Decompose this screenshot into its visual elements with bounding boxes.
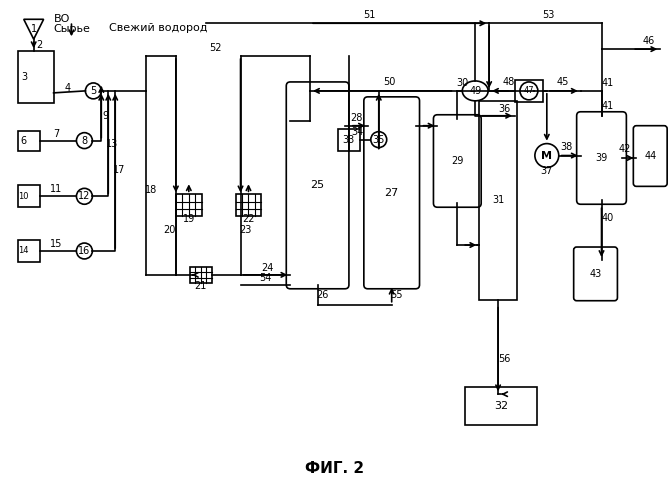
Text: 21: 21 — [195, 281, 207, 291]
Text: 55: 55 — [391, 290, 403, 300]
Text: 5: 5 — [90, 86, 97, 96]
Text: 56: 56 — [498, 354, 510, 364]
Text: 54: 54 — [259, 273, 272, 283]
Text: 12: 12 — [79, 192, 91, 202]
Text: 9: 9 — [102, 111, 108, 120]
Text: ФИГ. 2: ФИГ. 2 — [305, 462, 364, 476]
Bar — [176, 194, 202, 216]
Bar — [17, 240, 40, 262]
Text: 40: 40 — [601, 213, 613, 223]
Text: 24: 24 — [261, 263, 274, 273]
Text: 41: 41 — [601, 78, 613, 88]
Text: 2: 2 — [36, 40, 43, 50]
Text: 37: 37 — [541, 166, 553, 176]
Text: 15: 15 — [50, 239, 63, 249]
Text: 45: 45 — [556, 77, 569, 87]
Text: 11: 11 — [50, 184, 62, 194]
Bar — [479, 101, 517, 300]
Text: 49: 49 — [469, 86, 481, 96]
Bar — [236, 194, 262, 216]
Text: 4: 4 — [64, 83, 70, 93]
Text: 13: 13 — [106, 138, 118, 148]
Bar — [465, 387, 537, 425]
Text: 6: 6 — [21, 136, 27, 145]
Text: 14: 14 — [19, 246, 29, 256]
Bar — [515, 80, 543, 102]
Text: 17: 17 — [113, 166, 125, 175]
Text: 8: 8 — [81, 136, 87, 145]
Text: 47: 47 — [523, 86, 534, 96]
Text: 20: 20 — [164, 225, 176, 235]
Text: 33: 33 — [343, 134, 355, 144]
Text: 43: 43 — [589, 269, 602, 279]
Text: 42: 42 — [618, 144, 631, 154]
Text: 30: 30 — [456, 78, 468, 88]
Text: 25: 25 — [311, 180, 325, 190]
Text: 35: 35 — [372, 134, 385, 144]
Text: 53: 53 — [543, 10, 555, 20]
Text: 18: 18 — [145, 186, 157, 196]
Bar — [190, 267, 211, 283]
Text: 34: 34 — [352, 126, 364, 136]
Text: 39: 39 — [595, 153, 608, 163]
Text: Свежий водород: Свежий водород — [109, 23, 208, 33]
Text: 27: 27 — [384, 188, 399, 198]
Bar — [17, 51, 54, 103]
Text: Сырье: Сырье — [54, 24, 91, 34]
Text: 10: 10 — [19, 192, 29, 201]
Text: 51: 51 — [364, 10, 376, 20]
Text: 3: 3 — [21, 72, 28, 82]
Text: 38: 38 — [560, 142, 573, 152]
Text: 29: 29 — [451, 156, 464, 166]
Text: M: M — [541, 150, 552, 160]
Text: ВО: ВО — [54, 14, 70, 24]
Text: 46: 46 — [642, 36, 654, 46]
Text: 22: 22 — [242, 214, 255, 224]
Text: 16: 16 — [79, 246, 91, 256]
Text: 44: 44 — [644, 151, 656, 161]
Text: 19: 19 — [183, 214, 195, 224]
Text: 32: 32 — [494, 401, 508, 411]
Text: 50: 50 — [384, 77, 396, 87]
Text: 48: 48 — [503, 77, 515, 87]
Bar — [338, 128, 360, 150]
Text: 7: 7 — [54, 128, 60, 138]
Bar — [17, 186, 40, 207]
Text: 36: 36 — [498, 104, 510, 114]
Text: 1: 1 — [31, 24, 37, 34]
Bar — [17, 130, 40, 150]
Text: 28: 28 — [350, 112, 362, 122]
Text: 23: 23 — [240, 225, 252, 235]
Text: 52: 52 — [209, 43, 222, 53]
Text: 31: 31 — [492, 196, 504, 205]
Text: 41: 41 — [601, 101, 613, 111]
Text: 26: 26 — [317, 290, 329, 300]
